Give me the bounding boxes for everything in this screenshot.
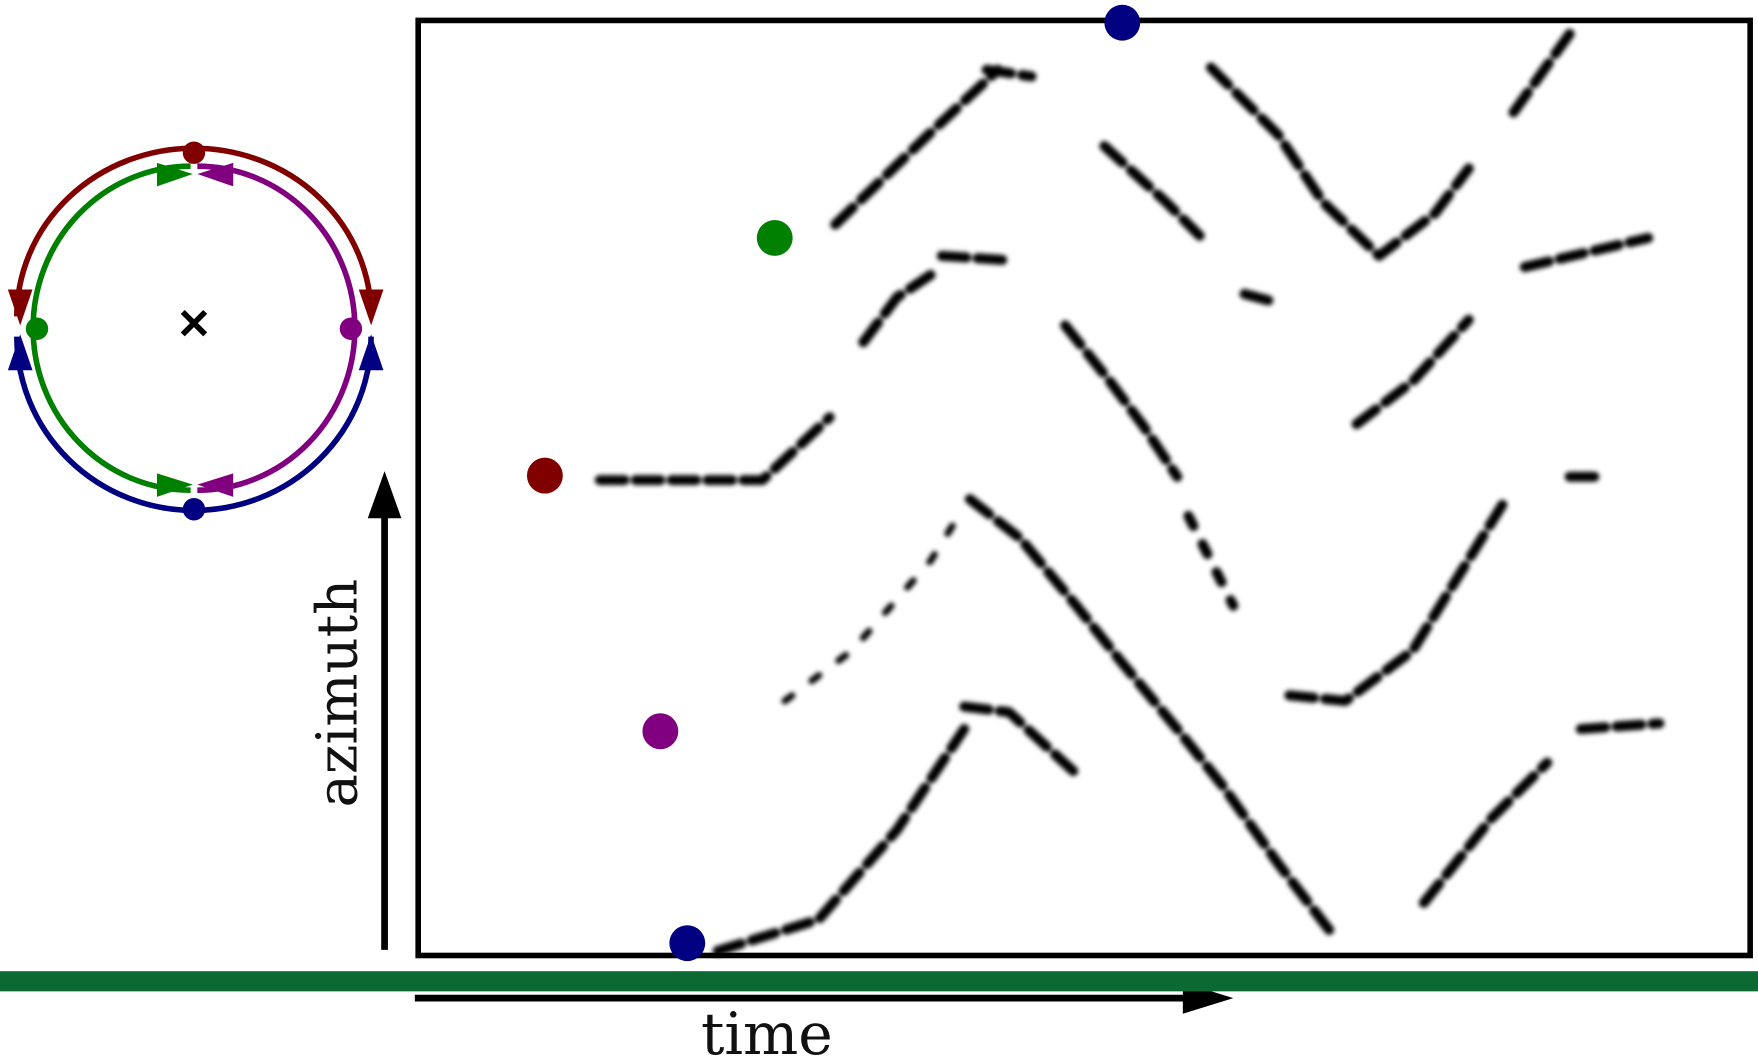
arrowhead	[359, 290, 384, 326]
green-dot	[26, 318, 48, 340]
figure: azimuth time	[0, 0, 1758, 1060]
red-dot	[183, 142, 205, 164]
blue-arc	[17, 337, 371, 511]
purple-arc	[197, 166, 355, 490]
plot-frame	[418, 20, 1750, 955]
arrowhead	[157, 473, 193, 497]
green-marker	[757, 220, 793, 256]
x-axis-label: time	[701, 1000, 833, 1060]
circle-schematic	[17, 148, 371, 510]
arrowhead	[8, 334, 33, 370]
center-cross	[183, 312, 205, 334]
y-axis-label: azimuth	[306, 579, 371, 808]
purple-marker	[642, 713, 678, 749]
diagram: azimuth time	[0, 0, 1758, 1060]
blue-dot	[183, 498, 205, 520]
arrowhead	[359, 334, 384, 370]
blue-marker	[669, 925, 705, 961]
red-arc	[17, 148, 371, 316]
arrowheads	[8, 163, 384, 497]
blue-marker	[1104, 5, 1140, 41]
arrowhead	[197, 473, 233, 497]
arrowhead	[368, 471, 402, 518]
green-arc	[33, 166, 191, 490]
purple-dot	[340, 318, 362, 340]
baseline-bar	[0, 971, 1758, 991]
track-image	[600, 34, 1660, 951]
arrowhead	[8, 290, 33, 326]
red-marker	[527, 458, 563, 494]
